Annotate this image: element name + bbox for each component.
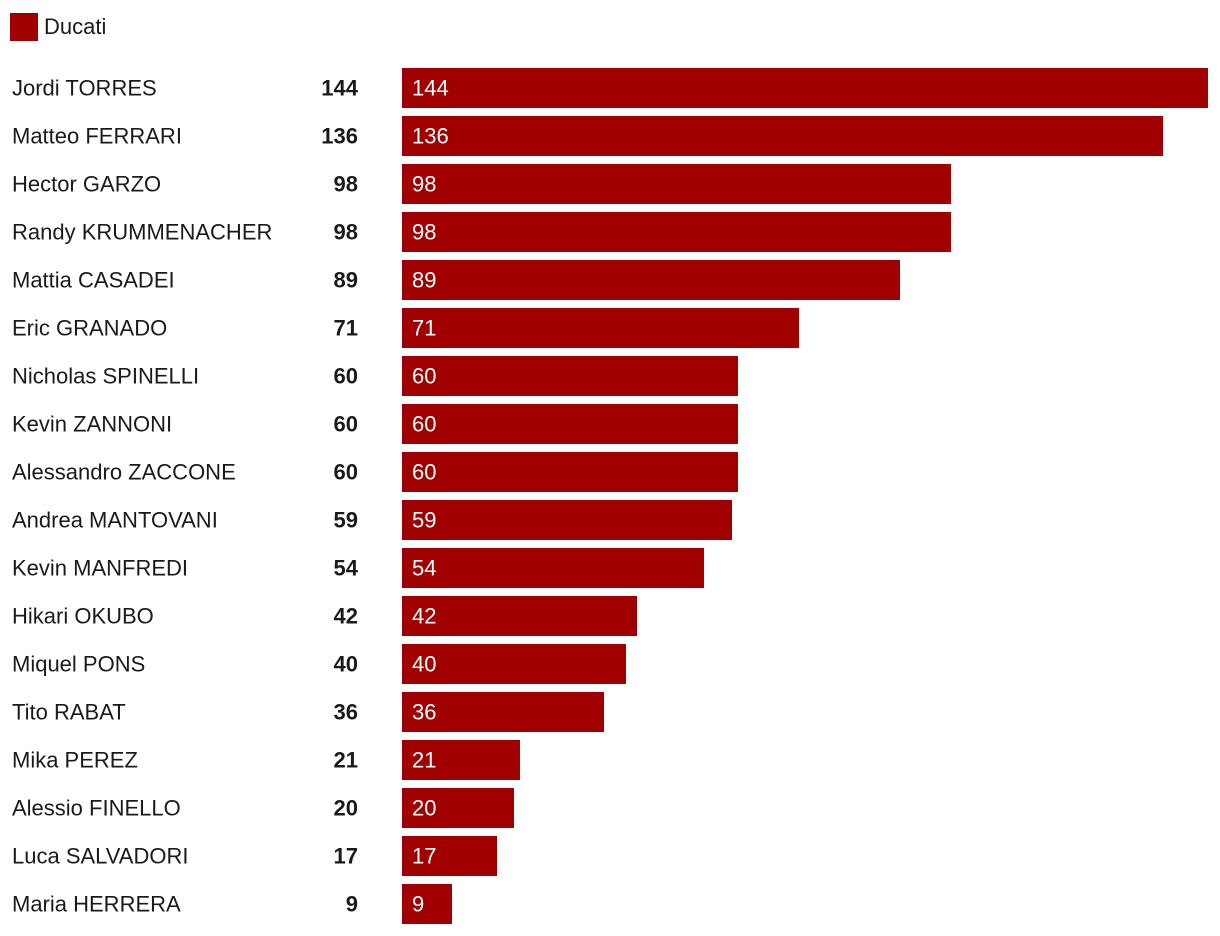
- category-label: Kevin MANFREDI: [12, 556, 188, 581]
- chart-legend: Ducati: [10, 12, 106, 42]
- category-label: Hector GARZO: [12, 172, 161, 197]
- bar: [402, 68, 1208, 108]
- row-total: 60: [334, 460, 358, 485]
- bar: [402, 740, 520, 780]
- bar: [402, 404, 738, 444]
- category-label: Alessandro ZACCONE: [12, 460, 236, 485]
- row-total: 20: [334, 796, 358, 821]
- bar-value-label: 60: [412, 412, 436, 437]
- row-total: 17: [334, 844, 358, 869]
- bar: [402, 260, 900, 300]
- bar-value-label: 59: [412, 508, 436, 533]
- row-total: 136: [321, 124, 358, 149]
- bar: [402, 692, 604, 732]
- row-total: 71: [334, 316, 358, 341]
- bar-value-label: 144: [412, 76, 449, 101]
- bar: [402, 308, 799, 348]
- bar-value-label: 20: [412, 796, 436, 821]
- legend-label: Ducati: [44, 14, 107, 39]
- bar-value-label: 17: [412, 844, 436, 869]
- category-label: Eric GRANADO: [12, 316, 167, 341]
- category-label: Tito RABAT: [12, 700, 126, 725]
- bar: [402, 884, 452, 924]
- bar: [402, 164, 951, 204]
- row-total: 98: [334, 172, 358, 197]
- row-total: 60: [334, 412, 358, 437]
- bar-value-label: 71: [412, 316, 436, 341]
- category-label: Mattia CASADEI: [12, 268, 175, 293]
- bar-value-label: 9: [412, 892, 424, 917]
- bar-value-label: 60: [412, 460, 436, 485]
- bar: [402, 116, 1163, 156]
- category-label: Nicholas SPINELLI: [12, 364, 199, 389]
- bar: [402, 212, 951, 252]
- bar-value-label: 21: [412, 748, 436, 773]
- category-label: Luca SALVADORI: [12, 844, 188, 869]
- row-total: 98: [334, 220, 358, 245]
- category-label: Miquel PONS: [12, 652, 145, 677]
- category-label: Randy KRUMMENACHER: [12, 220, 272, 245]
- row-total: 54: [334, 556, 359, 581]
- bar: [402, 836, 497, 876]
- bar: [402, 596, 637, 636]
- row-total: 36: [334, 700, 358, 725]
- bar-value-label: 89: [412, 268, 436, 293]
- bar-value-label: 42: [412, 604, 436, 629]
- category-label: Alessio FINELLO: [12, 796, 181, 821]
- row-total: 89: [334, 268, 358, 293]
- bar: [402, 356, 738, 396]
- bar: [402, 452, 738, 492]
- bar-value-label: 98: [412, 220, 436, 245]
- category-label: Hikari OKUBO: [12, 604, 154, 629]
- bar-value-label: 98: [412, 172, 436, 197]
- bar: [402, 788, 514, 828]
- bar: [402, 500, 732, 540]
- row-total: 60: [334, 364, 358, 389]
- row-total: 40: [334, 652, 358, 677]
- bar: [402, 644, 626, 684]
- category-label: Kevin ZANNONI: [12, 412, 172, 437]
- row-total: 42: [334, 604, 358, 629]
- bar-value-label: 40: [412, 652, 436, 677]
- category-label: Mika PEREZ: [12, 748, 138, 773]
- legend-swatch: [10, 13, 38, 41]
- category-label: Matteo FERRARI: [12, 124, 182, 149]
- bar-value-label: 136: [412, 124, 449, 149]
- bar-value-label: 54: [412, 556, 436, 581]
- bar-value-label: 36: [412, 700, 436, 725]
- row-total: 21: [334, 748, 358, 773]
- row-total: 9: [346, 892, 358, 917]
- row-total: 144: [321, 76, 358, 101]
- category-label: Jordi TORRES: [12, 76, 157, 101]
- bar: [402, 548, 704, 588]
- category-label: Maria HERRERA: [12, 892, 181, 917]
- bar-value-label: 60: [412, 364, 436, 389]
- category-label: Andrea MANTOVANI: [12, 508, 218, 533]
- row-total: 59: [334, 508, 358, 533]
